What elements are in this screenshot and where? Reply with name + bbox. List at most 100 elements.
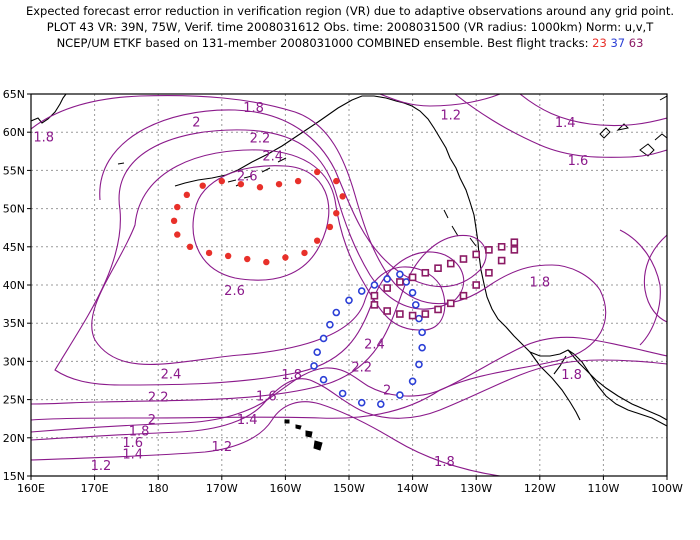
contour-label: 1.2 [91,459,112,474]
track-37-point [396,270,404,279]
contour-label: 2.2 [250,131,271,146]
track-63-point [510,238,519,247]
contour-label: 1.8 [243,101,264,116]
track-37-point [411,301,420,309]
track-63-point [485,268,493,277]
track-63-point [396,278,404,286]
track-63-point [408,273,417,282]
contour-label: 2 [383,383,391,398]
x-tick-label: 170W [206,482,238,495]
hawaii-islands [284,419,323,451]
track-23-point [244,255,251,263]
track-23-point [326,223,334,231]
contour-1-8 [31,94,607,421]
contour-label: 1.8 [281,368,302,383]
x-tick-label: 180 [148,482,169,495]
track-63-point [383,307,391,315]
y-tick-label: 20N [3,432,25,445]
chart-title-line-1: Expected forecast error reduction in ver… [25,4,675,18]
y-tick-label: 45N [3,241,25,254]
contour-2-0 [31,109,487,405]
contour-label: 2.2 [148,390,169,405]
track-23-point [199,182,206,189]
contour-1-2 [31,401,501,476]
track-63-point [396,310,404,318]
track-37-point [338,389,347,398]
x-tick-label: 140W [397,482,429,495]
track-63-point [497,256,506,265]
track-23-point [218,177,225,185]
track-37-point [357,398,366,407]
track-23-point [314,168,321,176]
track-23-point [333,209,340,217]
track-37-point [418,328,426,337]
y-tick-label: 55N [3,164,25,177]
x-tick-label: 150W [333,482,365,495]
track-63-point [459,291,468,300]
track-23-point [256,184,264,191]
track-37-point [383,275,391,283]
track-63-point [370,301,379,309]
chart-title-line-3: NCEP/UM ETKF based on 131-member 2008031… [0,35,700,51]
contours [31,94,667,476]
track-23-point [333,177,340,185]
x-tick-label: 160W [269,482,301,495]
mexico-coastline [567,349,667,421]
contour-east-low [643,234,667,323]
track-37-label: 37 [610,36,626,50]
chart-title-line-3-text: NCEP/UM ETKF based on 131-member 2008031… [56,36,589,50]
y-tick-label: 50N [3,203,25,216]
x-tick-label: 100W [651,482,683,495]
contour-1-6 [31,336,667,433]
contour-label: 2 [148,413,156,428]
track-63-point [434,264,442,272]
track-63-point [421,310,430,318]
track-63-point [472,250,481,259]
x-tick-label: 120W [524,482,556,495]
track-63-point [472,281,481,289]
contour-label: 1.4 [237,413,258,428]
track-63-point [446,299,455,308]
track-23-point [174,203,181,211]
track-37-point [313,348,322,357]
track-63-point [383,284,391,292]
y-tick-label: 35N [3,317,25,330]
flight-tracks [170,168,519,408]
contour-1-4-north [519,94,667,127]
contour-label: 2.6 [237,170,258,185]
contour-label: 1.6 [122,436,143,451]
track-63-point [497,243,506,251]
track-23-point [170,217,178,225]
contour-label: 1.4 [555,116,576,131]
track-23-point [263,258,270,266]
x-tick-label: 110W [587,482,619,495]
x-tick-label: 130W [460,482,492,495]
track-23-point [224,252,232,260]
contour-1-2-north [379,94,501,107]
track-23-point [186,243,194,250]
track-23-point [205,249,213,257]
track-63-label: 63 [628,36,644,50]
contour-label: 2.2 [351,361,372,376]
track-37-point [310,362,318,370]
contour-label: 1.6 [568,154,589,169]
contour-label: 1.8 [529,276,550,291]
coastal-islands [443,209,477,247]
track-63-point [485,246,493,254]
track-63-point [421,268,430,277]
track-37-point [319,375,328,384]
contour-label: 1.8 [434,455,455,470]
contour-1-4 [31,359,667,441]
track-37-point [345,296,353,305]
canadian-islands [599,95,667,157]
track-23-label: 23 [592,36,607,50]
track-63-point [408,311,417,320]
coastlines [31,94,667,451]
contour-label: 2 [192,115,200,130]
track-37-point [408,377,417,386]
contour-1-8-east [619,229,661,346]
y-axis-ticks: 65N 60N 55N 50N 45N 40N 35N 30N 25N 20N 15N [3,88,31,483]
track-23-point [294,177,302,185]
track-63-point [370,291,379,300]
